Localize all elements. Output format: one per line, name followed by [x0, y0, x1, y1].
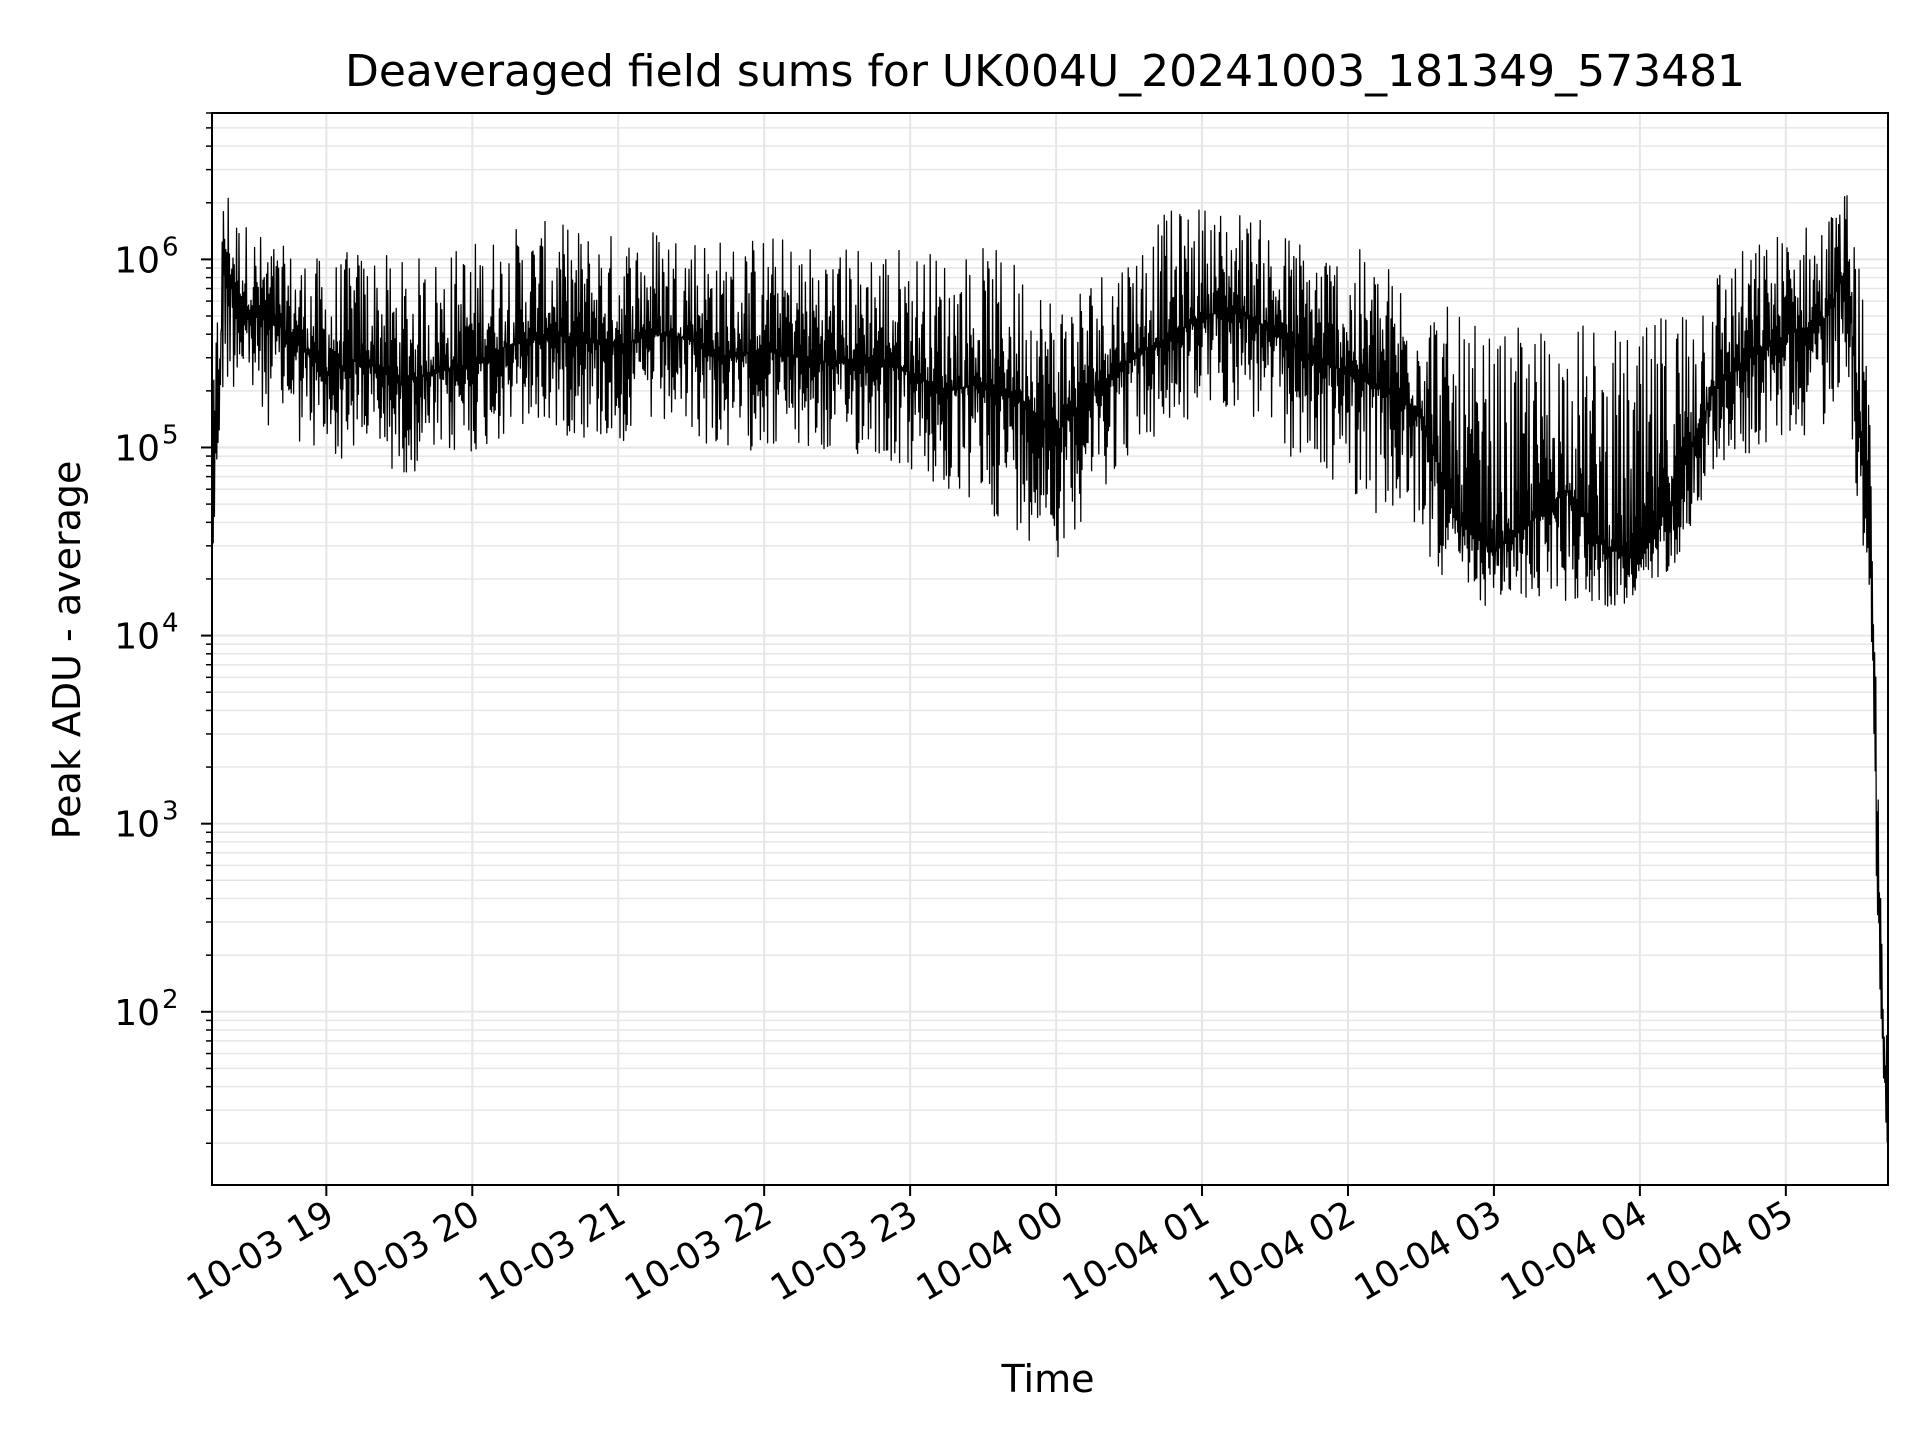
- y-tick-label: 10: [114, 617, 160, 658]
- chart-title: Deaveraged field sums for UK004U_2024100…: [345, 46, 1745, 97]
- series-line-group: [211, 195, 1889, 1143]
- y-tick-exponent: 3: [162, 797, 179, 827]
- x-axis-label: Time: [1001, 1357, 1095, 1401]
- y-tick-label: 10: [114, 993, 160, 1034]
- y-tick-exponent: 5: [162, 420, 179, 450]
- y-tick-label: 10: [114, 805, 160, 846]
- y-tick-label: 10: [114, 240, 160, 281]
- y-tick-label: 10: [114, 428, 160, 469]
- plot-frame: [211, 112, 1889, 1186]
- y-tick-exponent: 4: [162, 609, 179, 639]
- y-tick-exponent: 6: [162, 232, 179, 262]
- series-line: [211, 195, 1889, 1143]
- y-axis-label: Peak ADU - average: [45, 461, 89, 840]
- y-tick-exponent: 2: [162, 985, 179, 1015]
- minor-gridlines: [212, 112, 1888, 1145]
